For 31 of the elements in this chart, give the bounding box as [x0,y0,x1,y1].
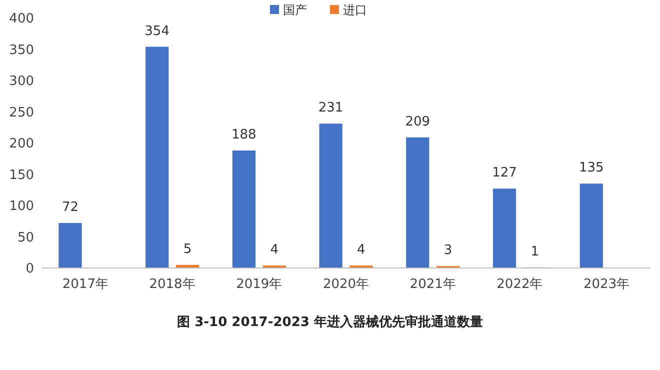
data-label: 4 [270,242,278,258]
y-tick-label: 300 [9,74,34,90]
data-label: 5 [183,242,192,257]
data-label: 3 [444,243,452,258]
y-tick-label: 400 [9,12,34,27]
data-label: 1 [530,244,540,260]
data-label: 135 [578,160,604,176]
y-tick-label: 200 [9,136,34,152]
data-label: 72 [62,200,78,215]
x-tick-label: 2021年 [410,277,456,292]
x-tick-label: 2023年 [584,277,630,292]
y-tick-label: 50 [17,230,34,246]
y-tick-label: 150 [9,168,34,183]
data-label: 127 [492,166,517,181]
data-label: 4 [357,242,366,258]
y-tick-label: 100 [9,199,34,214]
y-tick-label: 250 [9,105,34,120]
data-label: 188 [232,128,256,142]
legend-label: 进口 [343,3,367,18]
y-tick-label: 350 [9,42,34,58]
x-tick-label: 2020年 [322,277,370,292]
x-tick-label: 2022年 [496,277,543,292]
text: 图 3-10 2017-2023 年进入器械优先审批通道数量 [177,314,483,330]
x-tick-label: 2019年 [236,277,282,292]
legend-label: 国产 [283,3,307,18]
x-tick-label: 2018年 [149,277,196,292]
data-label: 209 [405,114,430,130]
x-tick-label: 2017年 [62,277,108,292]
data-label: 354 [144,24,170,39]
data-label: 231 [318,100,344,116]
y-tick-label: 0 [26,262,34,277]
